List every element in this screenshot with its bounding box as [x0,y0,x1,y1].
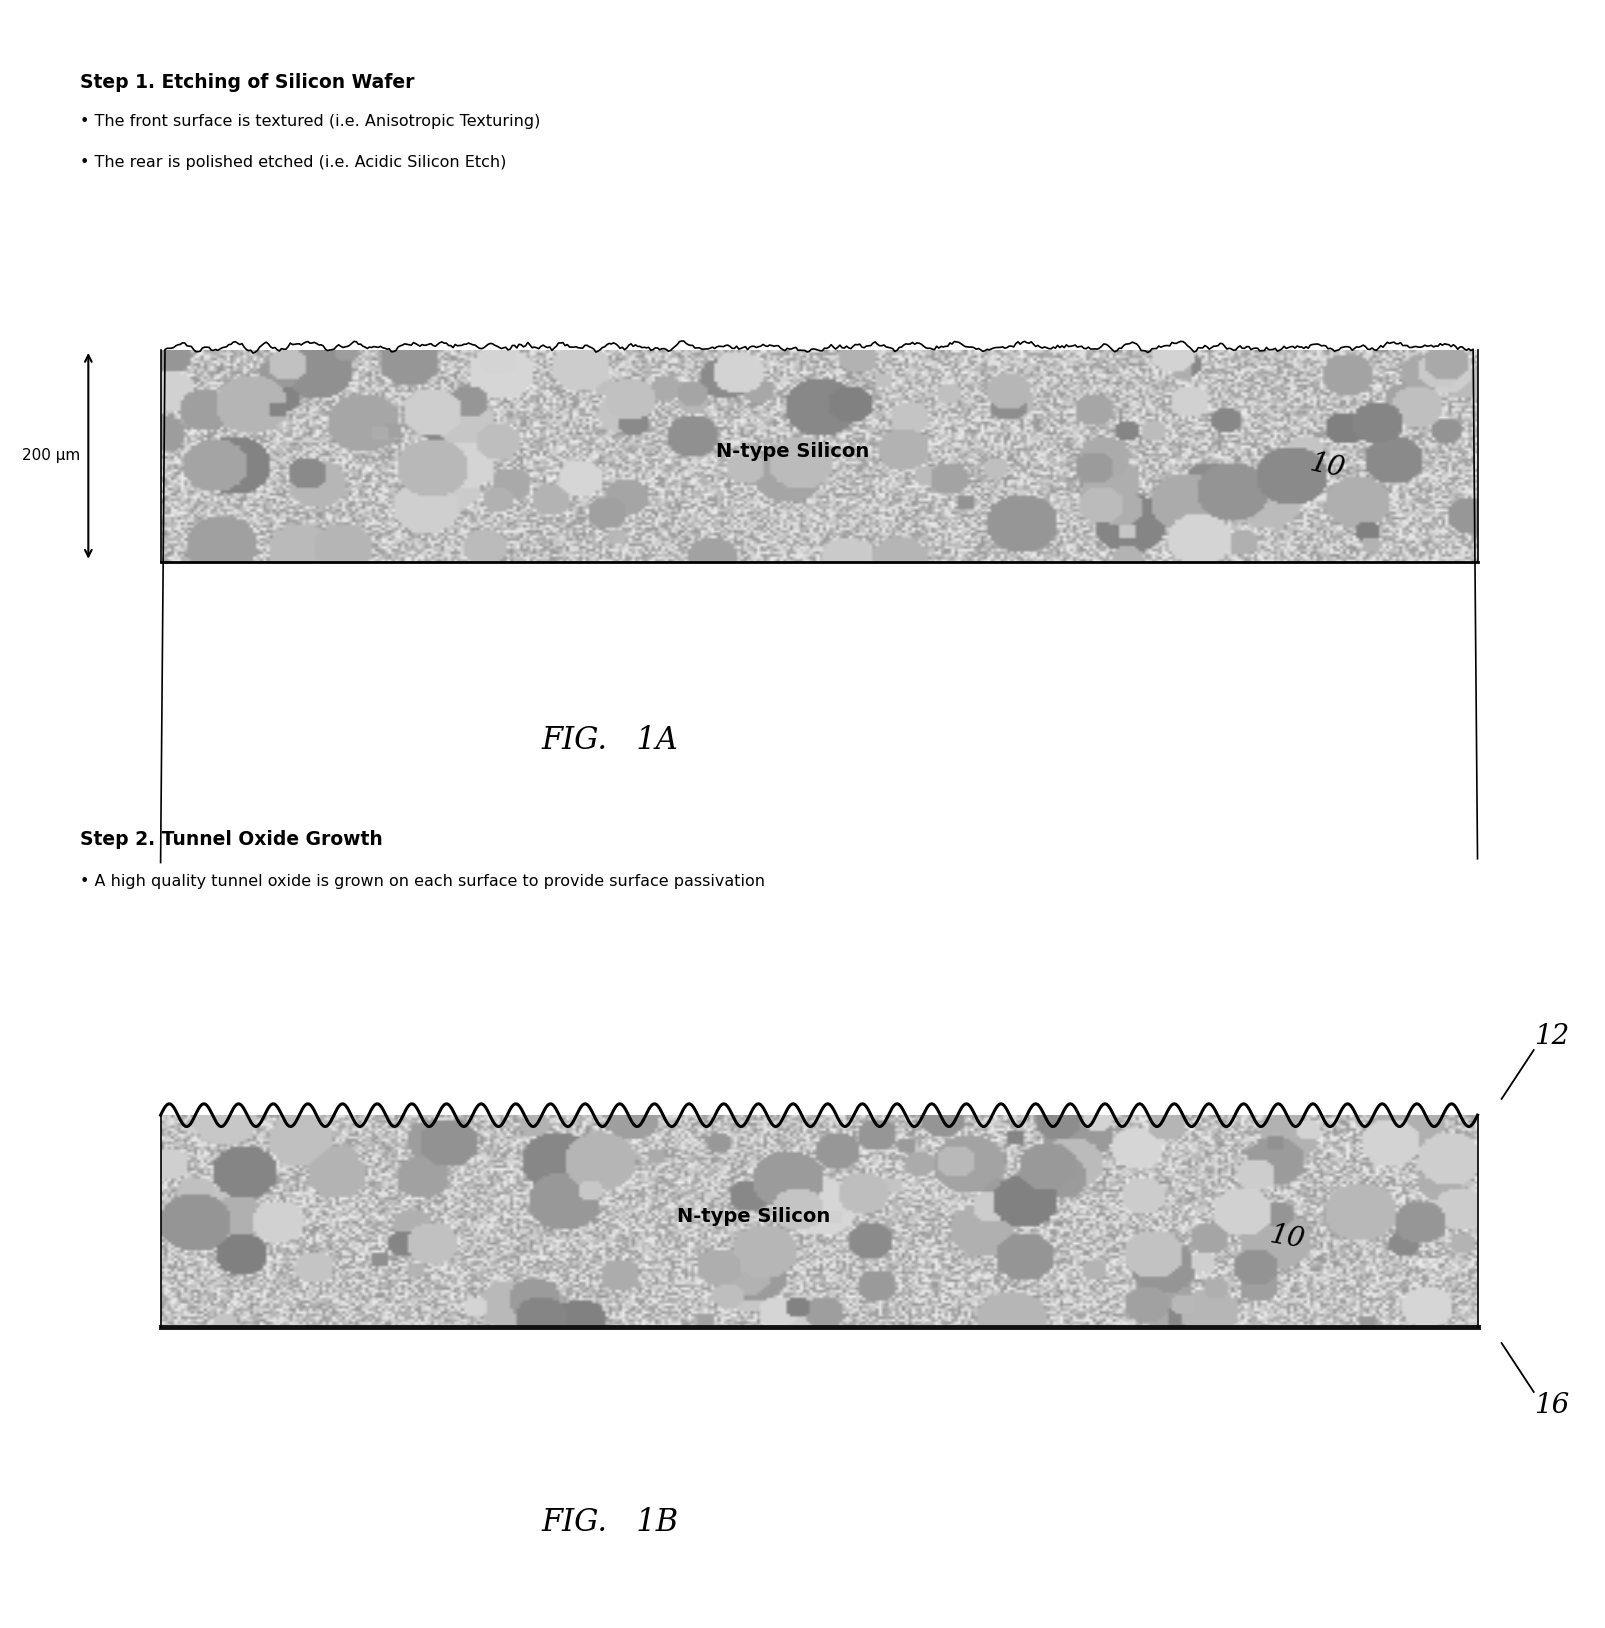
Text: 200 μm: 200 μm [22,448,80,464]
Text: N-type Silicon: N-type Silicon [716,443,868,461]
Text: FIG.   1B: FIG. 1B [541,1506,679,1538]
Bar [160,350,1477,562]
Text: FIG.   1A: FIG. 1A [541,724,679,757]
Text: 10: 10 [1266,1221,1305,1254]
Text: Step 1. Etching of Silicon Wafer: Step 1. Etching of Silicon Wafer [80,73,414,93]
Text: 16: 16 [1533,1392,1568,1420]
Text: • The front surface is textured (i.e. Anisotropic Texturing): • The front surface is textured (i.e. An… [80,114,541,129]
Text: 10: 10 [1305,449,1345,484]
Text: • The rear is polished etched (i.e. Acidic Silicon Etch): • The rear is polished etched (i.e. Acid… [80,155,506,169]
Text: 12: 12 [1533,1022,1568,1050]
Text: N-type Silicon: N-type Silicon [676,1208,830,1226]
Text: • A high quality tunnel oxide is grown on each surface to provide surface passiv: • A high quality tunnel oxide is grown o… [80,874,766,889]
Text: Step 2. Tunnel Oxide Growth: Step 2. Tunnel Oxide Growth [80,830,384,850]
Bar [160,1115,1477,1327]
